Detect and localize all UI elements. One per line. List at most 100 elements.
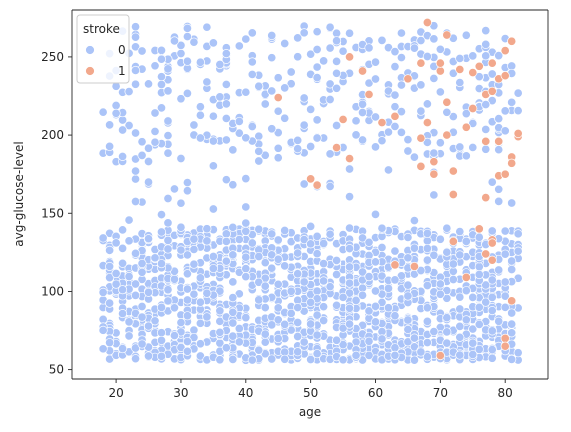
point-series-0 <box>487 326 497 336</box>
point-series-0 <box>163 131 173 141</box>
legend-marker-1 <box>85 66 95 76</box>
point-series-0 <box>513 348 523 358</box>
point-series-0 <box>176 40 186 50</box>
point-series-0 <box>370 257 381 267</box>
legend-title: stroke <box>83 22 120 36</box>
point-series-0 <box>461 30 471 40</box>
point-series-0 <box>487 305 497 316</box>
point-series-0 <box>195 102 205 112</box>
point-series-0 <box>221 256 231 266</box>
point-series-0 <box>215 59 225 70</box>
point-series-0 <box>474 262 484 272</box>
point-series-0 <box>338 355 348 365</box>
point-series-0 <box>260 337 270 347</box>
point-series-0 <box>169 184 180 194</box>
point-series-0 <box>312 73 322 83</box>
point-series-0 <box>364 336 374 346</box>
point-series-0 <box>189 332 199 343</box>
point-series-0 <box>507 354 517 364</box>
point-series-1 <box>474 61 484 71</box>
point-series-0 <box>487 177 497 187</box>
point-series-1 <box>481 249 491 259</box>
point-series-0 <box>442 223 452 233</box>
point-series-0 <box>131 79 141 89</box>
point-series-0 <box>228 307 238 317</box>
point-series-0 <box>169 303 180 313</box>
point-series-1 <box>487 86 497 96</box>
point-series-0 <box>468 292 478 302</box>
point-series-0 <box>481 124 491 134</box>
point-series-0 <box>260 281 270 291</box>
point-series-0 <box>131 196 141 207</box>
point-series-0 <box>332 68 342 78</box>
point-series-0 <box>267 250 277 260</box>
point-series-1 <box>500 341 510 351</box>
point-series-1 <box>338 114 348 124</box>
point-series-0 <box>182 346 192 356</box>
point-series-0 <box>137 46 147 56</box>
point-series-0 <box>228 354 238 364</box>
point-series-0 <box>461 109 471 119</box>
point-series-0 <box>111 279 121 289</box>
point-series-0 <box>338 340 348 350</box>
point-series-1 <box>416 161 426 171</box>
point-series-0 <box>422 228 432 238</box>
point-series-0 <box>182 284 192 294</box>
point-series-1 <box>409 261 419 271</box>
point-series-0 <box>364 78 374 88</box>
point-series-0 <box>267 354 277 364</box>
point-series-0 <box>273 235 283 245</box>
point-series-0 <box>448 274 458 285</box>
point-series-0 <box>98 325 108 335</box>
point-series-0 <box>176 198 186 208</box>
point-series-0 <box>293 33 303 43</box>
point-series-0 <box>474 72 484 82</box>
point-series-0 <box>370 286 381 296</box>
point-series-0 <box>396 52 406 63</box>
point-series-0 <box>306 104 316 114</box>
point-series-0 <box>383 127 394 137</box>
point-series-1 <box>448 189 458 200</box>
point-series-0 <box>273 73 283 83</box>
point-series-0 <box>247 238 257 248</box>
point-series-0 <box>345 319 355 329</box>
point-series-0 <box>228 331 238 341</box>
y-tick-label: 100 <box>41 284 64 298</box>
point-series-0 <box>409 152 419 162</box>
point-series-0 <box>474 269 484 280</box>
point-series-0 <box>474 302 484 312</box>
point-series-0 <box>111 268 121 279</box>
point-series-1 <box>422 17 432 28</box>
point-series-0 <box>345 192 355 202</box>
point-series-0 <box>163 86 173 96</box>
point-series-0 <box>390 246 400 256</box>
point-series-0 <box>280 83 290 93</box>
x-axis-label: age <box>299 405 321 419</box>
point-series-0 <box>98 314 108 324</box>
point-series-0 <box>221 113 231 123</box>
point-series-0 <box>455 227 465 237</box>
point-series-0 <box>143 351 154 361</box>
point-series-0 <box>156 351 167 361</box>
point-series-0 <box>396 80 406 90</box>
point-series-0 <box>280 225 290 236</box>
point-series-1 <box>435 58 445 68</box>
point-series-0 <box>189 289 199 299</box>
x-tick-label: 40 <box>238 386 253 400</box>
point-series-0 <box>390 47 400 57</box>
point-series-0 <box>137 267 147 277</box>
point-series-0 <box>124 317 134 327</box>
point-series-1 <box>507 158 517 168</box>
point-series-0 <box>370 74 381 84</box>
point-series-0 <box>273 279 283 289</box>
point-series-0 <box>189 234 199 244</box>
point-series-0 <box>137 301 147 312</box>
point-series-0 <box>325 79 335 89</box>
point-series-0 <box>396 271 406 281</box>
point-series-0 <box>137 137 147 147</box>
point-series-0 <box>293 248 303 258</box>
point-series-0 <box>150 61 160 71</box>
point-series-0 <box>422 255 432 265</box>
point-series-0 <box>143 321 154 331</box>
point-series-0 <box>143 234 154 244</box>
